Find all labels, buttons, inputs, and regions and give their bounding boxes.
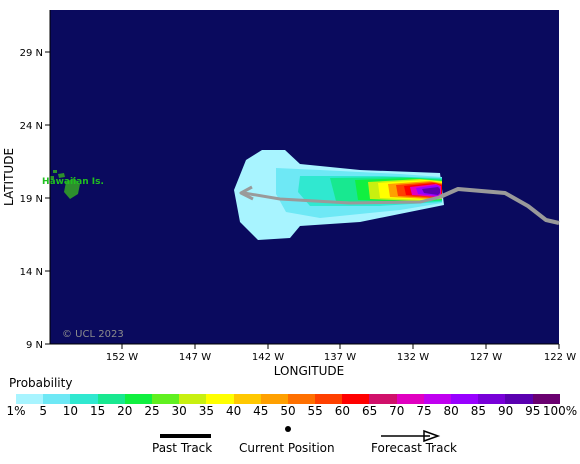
legend-label: 95 [525,404,541,418]
lat-tick-label: 14 N [20,267,43,278]
legend-swatch [532,394,560,404]
lat-tick-label: 29 N [20,48,43,59]
legend-swatch [97,394,125,404]
forecast-arrowhead-icon [239,185,254,201]
legend-swatch [260,394,288,404]
legend-label: 20 [117,404,133,418]
legend-title: Probability [9,376,73,390]
legend-label: 100% [542,404,578,418]
lon-tick-label: 137 W [324,352,356,363]
watermark: © UCL 2023 [62,329,124,340]
legend-label: 45 [253,404,269,418]
legend-label: 40 [225,404,242,418]
x-axis-title: LONGITUDE [274,364,344,378]
past-track-line [439,187,560,225]
legend-label: 25 [144,404,160,418]
legend-swatch [151,394,180,404]
legend-label: 30 [171,404,187,418]
current-position-key-dot [285,426,291,432]
lat-tick-label: 19 N [20,194,43,205]
legend-swatch [451,394,479,404]
legend-labels: 1% 5 10 15 20 25 30 35 40 45 50 55 60 65 70 75 80 85 90 95 1… [0,404,580,420]
legend-swatch [342,394,370,404]
latitude-ticks: 29 N 24 N 19 N 14 N 9 N [20,48,50,351]
lon-tick-label: 147 W [179,352,211,363]
current-position-key-label: Current Position [239,441,335,455]
legend-swatch [43,394,71,404]
legend-color-bar [16,394,560,404]
legend-label: 75 [416,404,432,418]
legend-label: 5 [39,404,48,418]
legend-label: 65 [361,404,378,418]
legend-swatch [233,394,261,404]
past-track-key-label: Past Track [152,441,213,455]
legend-swatch [396,394,424,404]
legend-swatch [124,394,152,404]
legend-swatch [423,394,451,404]
probability-swath [234,150,444,240]
forecast-track-key-arrow-icon [423,429,441,443]
legend-swatch [315,394,343,404]
lat-tick-label: 24 N [20,121,43,132]
legend-swatch [179,394,207,404]
legend-label: 15 [89,404,106,418]
hawaiian-islands [50,170,80,199]
legend-label: 85 [470,404,487,418]
legend-label: 35 [198,404,215,418]
longitude-ticks: 152 W 147 W 142 W 137 W 132 W 127 W 122 … [106,344,576,363]
lon-tick-label: 122 W [544,352,576,363]
lat-tick-label: 9 N [26,340,43,351]
legend-swatch [478,394,506,404]
legend-label: 60 [334,404,351,418]
island-label: Hawaiian Is. [42,177,104,187]
legend-swatch [70,394,98,404]
forecast-track-key-label: Forecast Track [371,441,457,455]
legend-label: 10 [62,404,79,418]
legend-label: 70 [389,404,405,418]
lon-tick-label: 127 W [470,352,502,363]
y-axis-title: LATITUDE [2,148,16,206]
legend-swatch [505,394,533,404]
lon-tick-label: 152 W [106,352,138,363]
lon-tick-label: 132 W [397,352,429,363]
legend-swatch [287,394,316,404]
legend-label: 55 [307,404,323,418]
legend-swatch [369,394,397,404]
legend-swatch [16,394,44,404]
legend-label: 50 [280,404,296,418]
forecast-track-line [243,191,441,205]
legend-label: 90 [497,404,514,418]
legend-swatch [206,394,234,404]
lon-tick-label: 142 W [252,352,284,363]
legend-label: 1% [6,404,26,418]
legend-label: 80 [443,404,459,418]
